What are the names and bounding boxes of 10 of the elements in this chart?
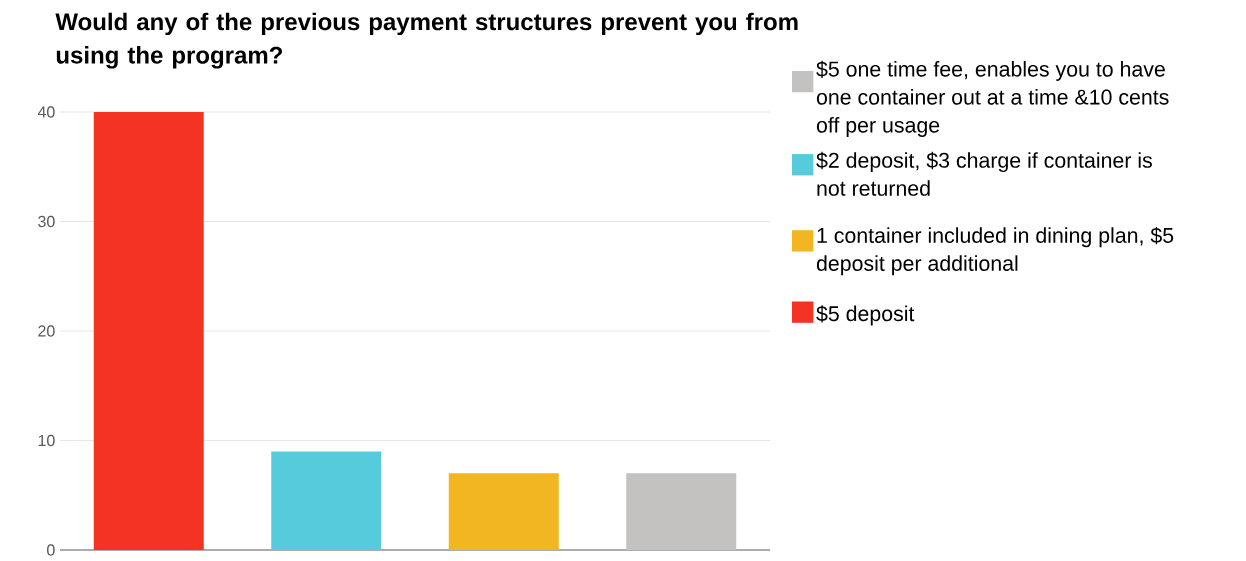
y-tick-label: 0 (47, 544, 55, 556)
y-tick-label: 40 (37, 106, 55, 118)
y-tick-label: 20 (38, 325, 55, 337)
y-tick-label: 30 (38, 215, 55, 228)
chart-title: Would any of the previous payment structures prevent you from using the program? (55, 12, 798, 69)
y-tick-label: 10 (38, 434, 55, 447)
legend-label: 1 container included in dining plan, $5 deposit per additional (816, 226, 1174, 276)
legend-label: $5 one time fee, enables you to have one container out at a time &10 cents off per usage (816, 60, 1169, 137)
legend-label: $5 deposit (816, 305, 915, 326)
legend-label: $2 deposit, $3 charge if container is not returned (816, 151, 1152, 196)
